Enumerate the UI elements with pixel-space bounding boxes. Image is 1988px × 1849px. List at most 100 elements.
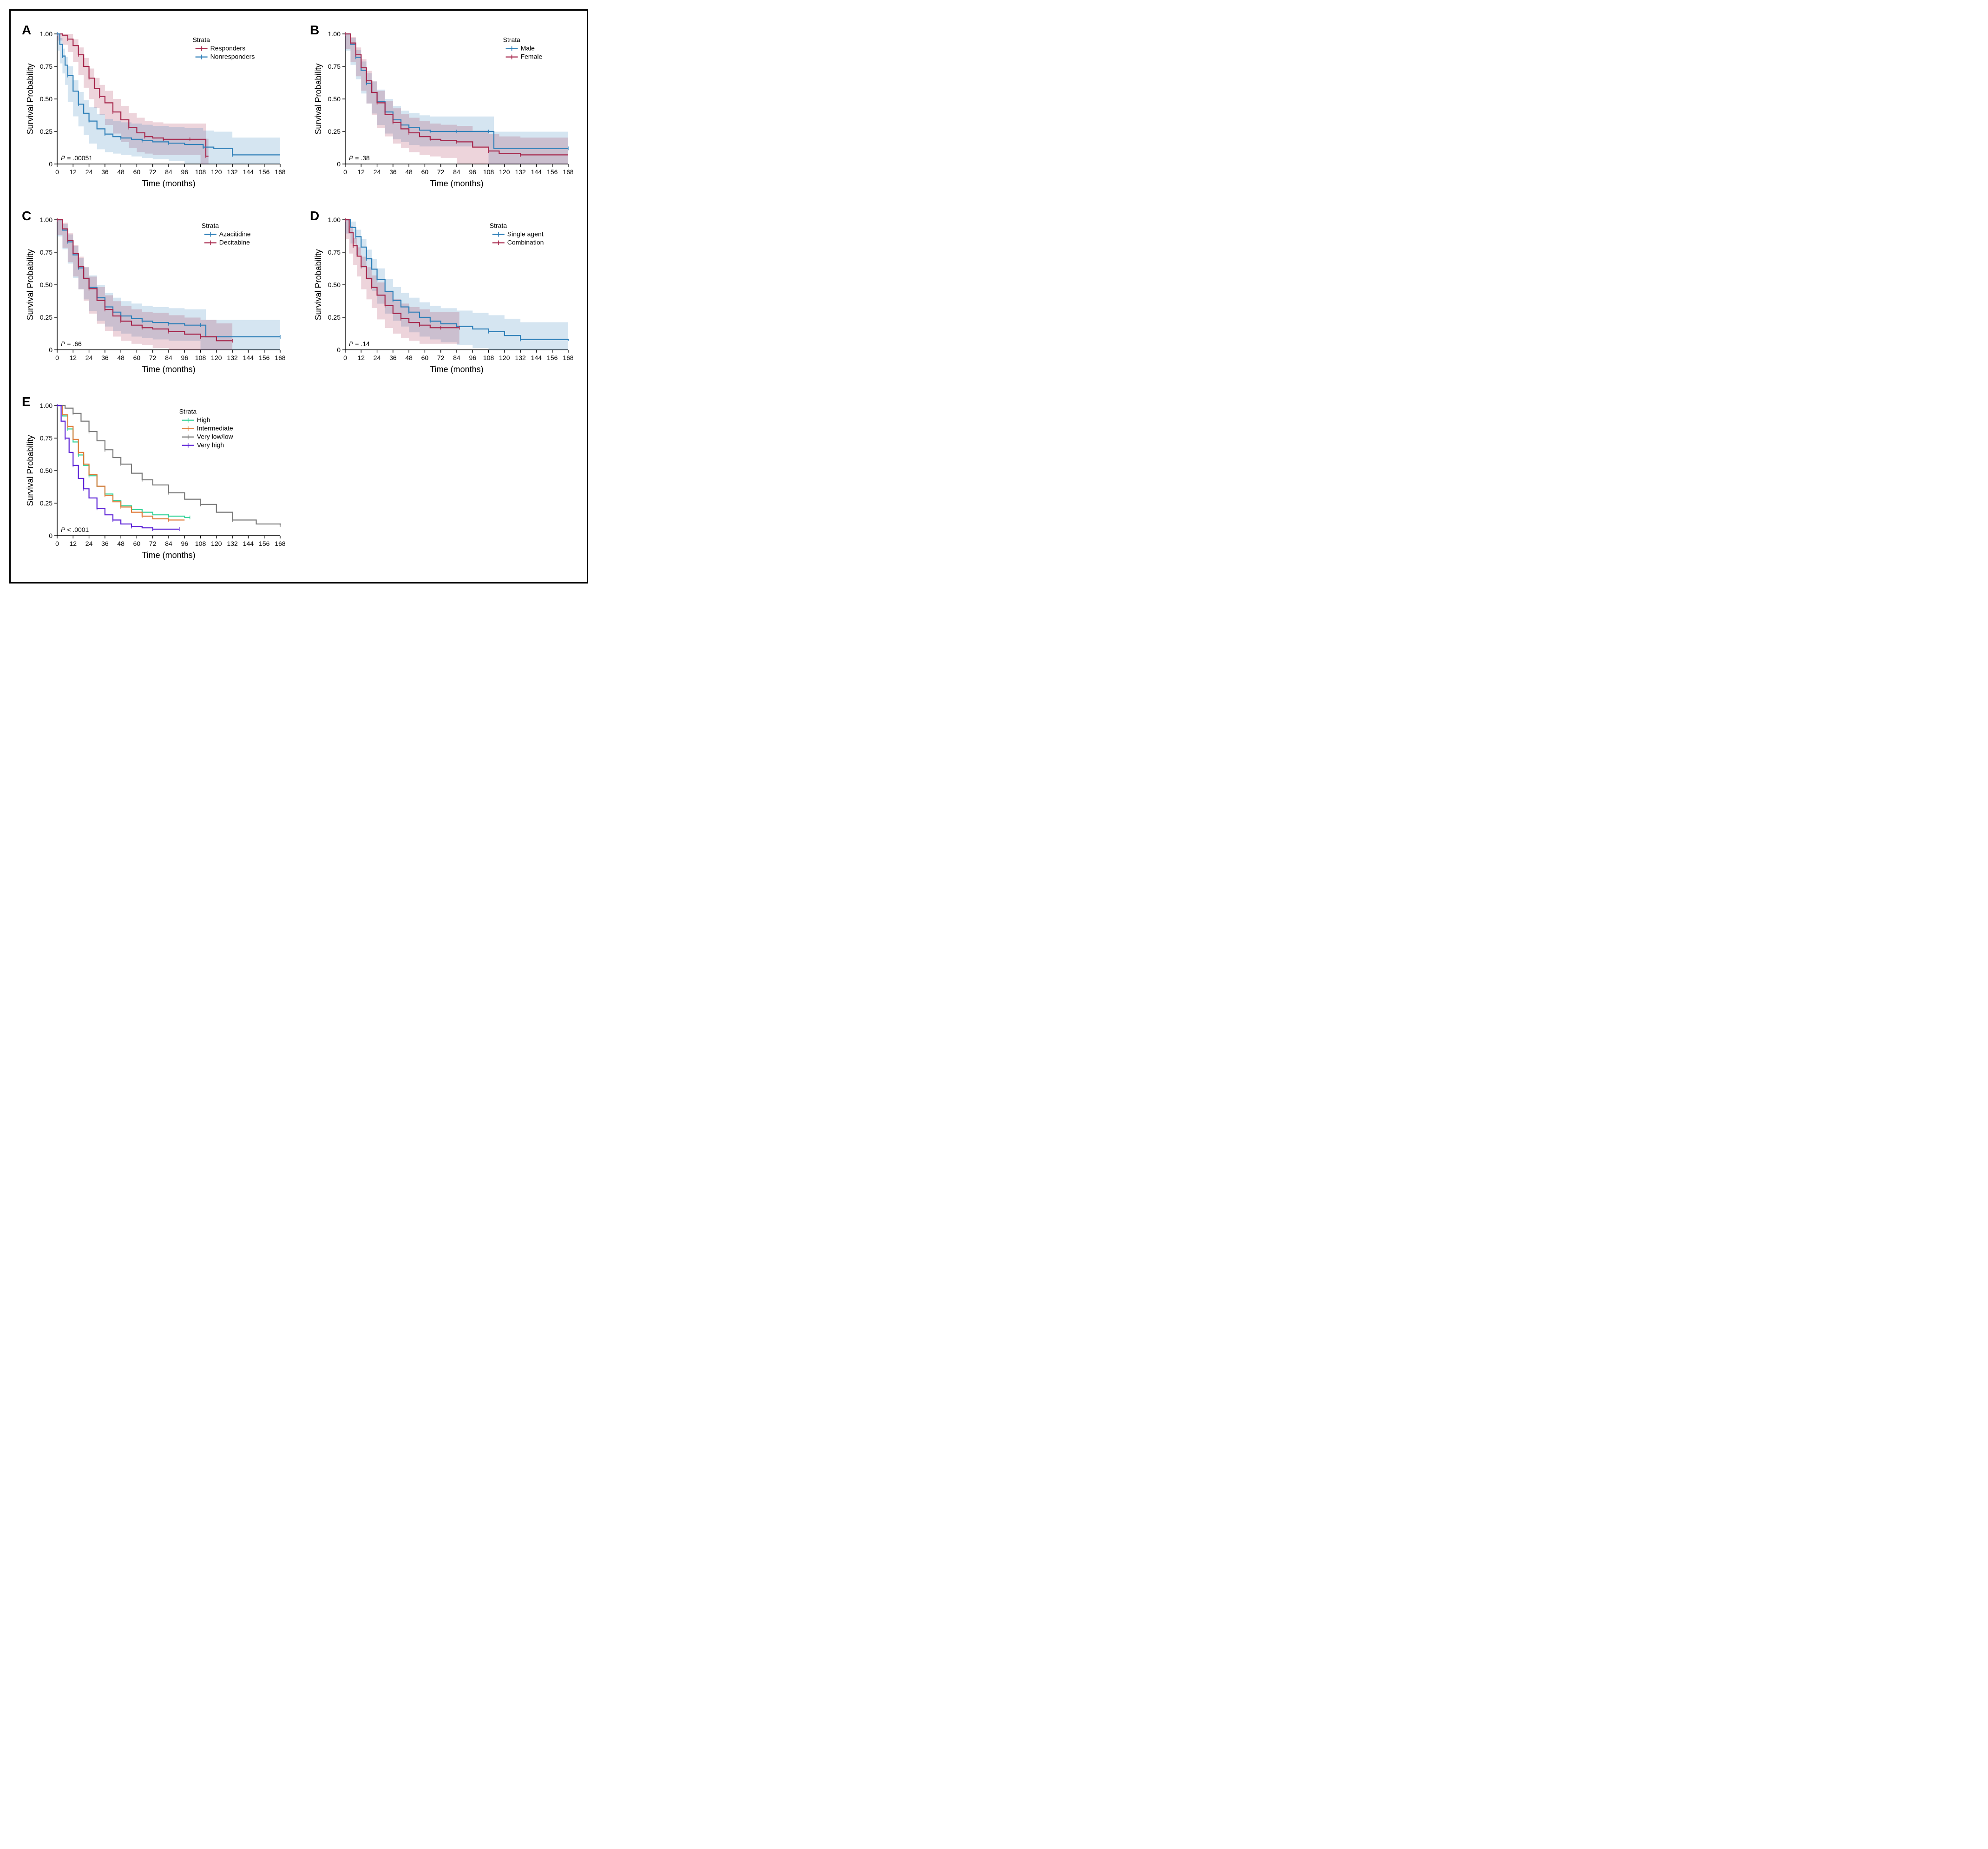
svg-text:24: 24 <box>85 354 93 361</box>
svg-text:60: 60 <box>133 168 141 176</box>
svg-text:96: 96 <box>181 540 188 547</box>
km-chart: 00.250.500.751.0001224364860728496108120… <box>25 210 285 378</box>
svg-text:84: 84 <box>165 168 172 176</box>
x-axis-label: Time (months) <box>142 365 195 374</box>
svg-text:144: 144 <box>531 354 542 361</box>
km-chart: 00.250.500.751.0001224364860728496108120… <box>313 210 573 378</box>
svg-text:60: 60 <box>421 354 429 361</box>
svg-text:144: 144 <box>243 354 254 361</box>
svg-text:132: 132 <box>227 540 238 547</box>
svg-text:168: 168 <box>275 354 285 361</box>
svg-text:84: 84 <box>165 540 172 547</box>
svg-text:96: 96 <box>469 354 476 361</box>
svg-text:0.50: 0.50 <box>40 467 52 474</box>
svg-text:High: High <box>197 416 210 424</box>
svg-text:12: 12 <box>357 168 365 176</box>
svg-text:Strata: Strata <box>503 36 521 44</box>
svg-text:0: 0 <box>55 540 59 547</box>
svg-text:Combination: Combination <box>507 239 544 246</box>
svg-text:132: 132 <box>227 168 238 176</box>
svg-text:0.75: 0.75 <box>328 249 341 256</box>
svg-text:0.50: 0.50 <box>40 95 52 103</box>
svg-text:156: 156 <box>259 168 270 176</box>
svg-text:132: 132 <box>515 168 526 176</box>
svg-text:12: 12 <box>69 354 77 361</box>
svg-text:0.25: 0.25 <box>40 128 52 135</box>
svg-text:168: 168 <box>563 168 573 176</box>
svg-text:Very low/low: Very low/low <box>197 433 234 440</box>
svg-text:Decitabine: Decitabine <box>219 239 250 246</box>
svg-text:168: 168 <box>563 354 573 361</box>
x-axis-label: Time (months) <box>430 365 483 374</box>
svg-text:1.00: 1.00 <box>40 30 52 38</box>
y-axis-label: Survival Probability <box>26 435 35 506</box>
svg-text:144: 144 <box>243 168 254 176</box>
x-axis-label: Time (months) <box>430 179 483 188</box>
svg-text:72: 72 <box>437 168 445 176</box>
svg-text:168: 168 <box>275 540 285 547</box>
svg-text:0: 0 <box>55 354 59 361</box>
p-value: P = .66 <box>61 340 82 348</box>
legend-item: Responders <box>196 45 245 52</box>
svg-text:36: 36 <box>101 540 109 547</box>
svg-text:Responders: Responders <box>210 45 245 52</box>
svg-text:48: 48 <box>117 168 125 176</box>
svg-text:0.50: 0.50 <box>328 281 341 288</box>
km-chart: 00.250.500.751.0001224364860728496108120… <box>313 25 573 192</box>
svg-text:96: 96 <box>469 168 476 176</box>
legend-item: Very high <box>182 441 224 449</box>
legend-item: Male <box>506 45 535 52</box>
panel-D: D00.250.500.751.000122436486072849610812… <box>313 210 573 378</box>
panel-B: B00.250.500.751.000122436486072849610812… <box>313 25 573 192</box>
svg-text:72: 72 <box>149 354 157 361</box>
x-axis-label: Time (months) <box>142 179 195 188</box>
svg-text:0: 0 <box>343 354 347 361</box>
svg-text:144: 144 <box>531 168 542 176</box>
panel-letter: E <box>22 394 31 409</box>
svg-text:60: 60 <box>133 540 141 547</box>
svg-text:0.25: 0.25 <box>40 499 52 507</box>
svg-text:108: 108 <box>483 354 494 361</box>
svg-text:0.25: 0.25 <box>328 314 341 321</box>
ci-band <box>345 220 459 344</box>
svg-text:108: 108 <box>483 168 494 176</box>
svg-text:24: 24 <box>85 540 93 547</box>
svg-text:48: 48 <box>117 540 125 547</box>
svg-text:72: 72 <box>149 168 157 176</box>
km-curve <box>57 406 179 529</box>
svg-text:12: 12 <box>357 354 365 361</box>
legend-item: Single agent <box>492 230 544 238</box>
panel-letter: B <box>310 23 319 38</box>
svg-text:0: 0 <box>49 346 52 354</box>
svg-text:0.25: 0.25 <box>40 314 52 321</box>
panel-letter: A <box>22 23 31 38</box>
p-value: P = .14 <box>349 340 370 348</box>
svg-text:144: 144 <box>243 540 254 547</box>
svg-text:24: 24 <box>85 168 93 176</box>
svg-text:108: 108 <box>195 354 206 361</box>
svg-text:0: 0 <box>49 532 52 539</box>
svg-text:120: 120 <box>499 354 510 361</box>
legend-item: Female <box>506 53 543 60</box>
legend: StrataMaleFemale <box>503 36 543 60</box>
y-axis-label: Survival Probability <box>314 63 323 134</box>
svg-text:108: 108 <box>195 540 206 547</box>
svg-text:48: 48 <box>405 354 413 361</box>
svg-text:1.00: 1.00 <box>328 30 341 38</box>
y-axis-label: Survival Probability <box>26 249 35 320</box>
svg-text:84: 84 <box>165 354 172 361</box>
km-chart: 00.250.500.751.0001224364860728496108120… <box>25 396 285 564</box>
panel-A: A00.250.500.751.000122436486072849610812… <box>25 25 285 192</box>
svg-text:156: 156 <box>547 168 558 176</box>
svg-text:0.75: 0.75 <box>328 63 341 70</box>
panel-letter: C <box>22 209 31 223</box>
svg-text:108: 108 <box>195 168 206 176</box>
legend-item: Very low/low <box>182 433 234 440</box>
svg-text:84: 84 <box>453 354 460 361</box>
svg-text:60: 60 <box>421 168 429 176</box>
svg-text:60: 60 <box>133 354 141 361</box>
svg-text:0.50: 0.50 <box>40 281 52 288</box>
svg-text:Nonresponders: Nonresponders <box>210 53 255 60</box>
svg-text:120: 120 <box>211 168 222 176</box>
svg-text:12: 12 <box>69 540 77 547</box>
